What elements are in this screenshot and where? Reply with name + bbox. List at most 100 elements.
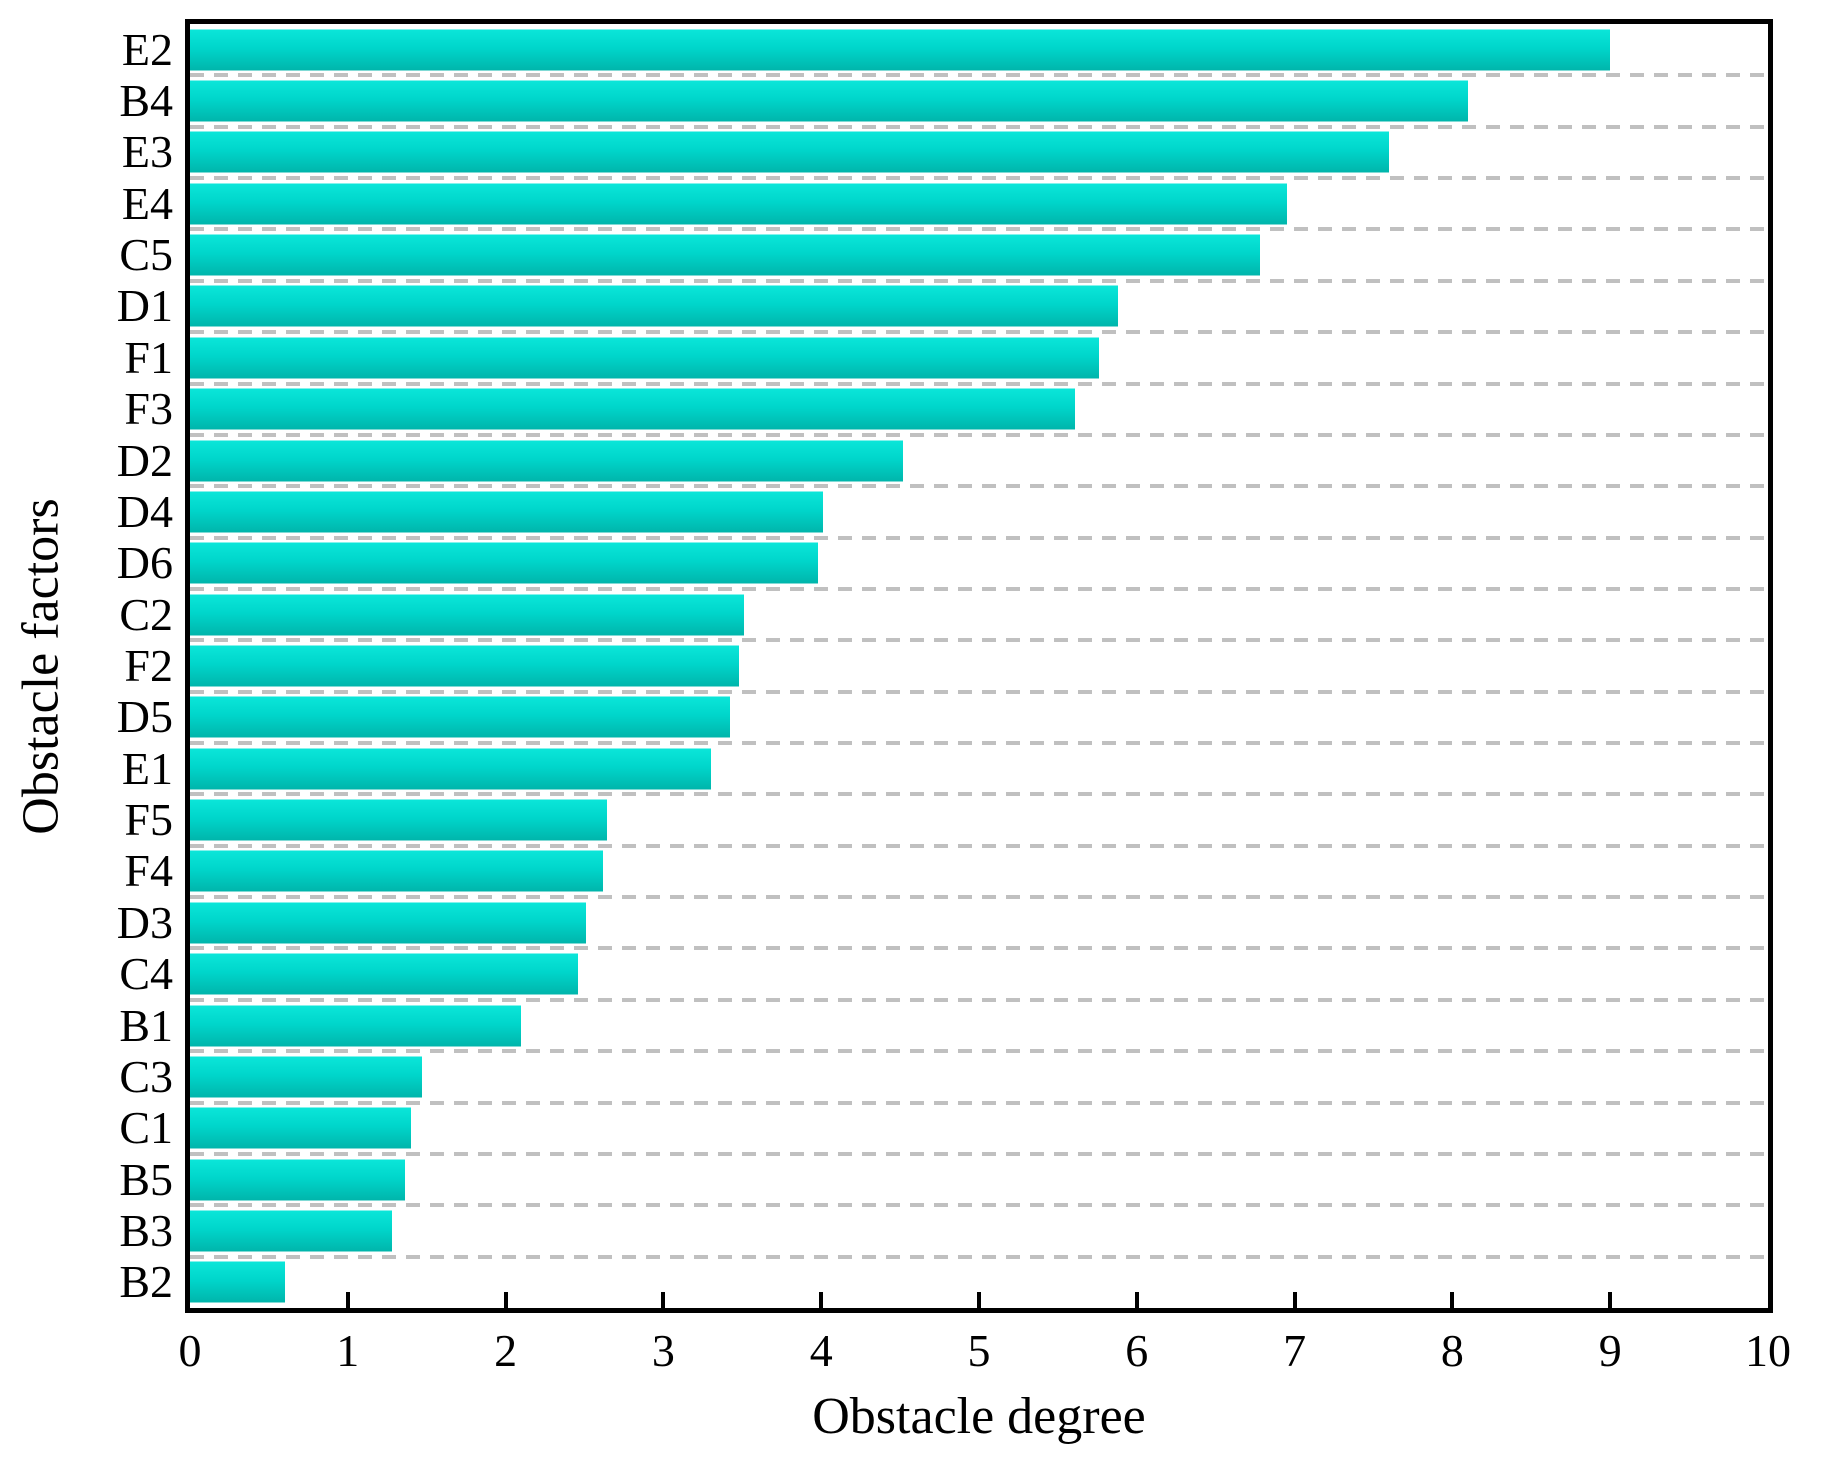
category-label-C5: C5 [119,229,173,281]
x-tick-label-1: 1 [336,1325,360,1376]
plot-area [185,19,1773,1313]
dashed-gridline [190,432,1768,437]
bar-D6 [190,542,819,584]
dashed-gridline [190,689,1768,694]
bar-E4 [190,183,1287,225]
bar-C2 [190,594,744,636]
x-tick-label-3: 3 [651,1325,675,1376]
bar-row [190,743,1768,797]
x-tick-label-9: 9 [1598,1325,1622,1376]
bar-row [190,1051,1768,1105]
bar-D5 [190,696,730,738]
category-label-E2: E2 [121,23,173,75]
category-label-C2: C2 [119,588,173,640]
bar-row [190,538,1768,591]
x-tick-label-10: 10 [1745,1325,1791,1376]
category-label-D5: D5 [116,691,173,743]
category-label-E1: E1 [121,742,173,794]
x-tick-mark-2 [503,1292,508,1308]
category-label-E3: E3 [121,126,173,178]
bar-row [190,589,1768,643]
dashed-gridline [190,843,1768,848]
dashed-gridline [190,227,1768,232]
bar-D3 [190,902,587,944]
x-tick-label-7: 7 [1283,1325,1307,1376]
bar-D1 [190,285,1118,327]
y-axis-title-wrap: Obstacle factors [0,24,82,1308]
bar-row [190,640,1768,694]
category-label-E4: E4 [121,177,173,229]
category-label-F1: F1 [124,331,173,383]
x-tick-mark-7 [1292,1292,1297,1308]
dashed-gridline [190,946,1768,951]
bar-row [190,1000,1768,1054]
category-label-F3: F3 [124,383,173,435]
bar-row [190,384,1768,437]
x-tick-mark-3 [661,1292,666,1308]
x-tick-label-0: 0 [178,1325,202,1376]
bar-C3 [190,1056,422,1098]
bar-E1 [190,748,711,790]
bar-C1 [190,1107,411,1149]
x-tick-label-8: 8 [1440,1325,1464,1376]
bar-row [190,486,1768,540]
bar-E2 [190,29,1611,71]
x-tick-labels: 0 1 2 3 4 5 6 7 8 9 10 [179,1322,1792,1380]
bar-row [190,178,1768,232]
bar-B5 [190,1159,405,1201]
bar-F4 [190,850,604,892]
bar-B4 [190,80,1469,122]
bar-F5 [190,799,607,841]
dashed-gridline [190,792,1768,797]
category-label-D4: D4 [116,485,173,537]
bar-row [190,948,1768,1002]
x-tick-mark-1 [345,1292,350,1308]
bar-row [190,281,1768,335]
x-tick-label-5: 5 [967,1325,991,1376]
dashed-gridline [190,1100,1768,1105]
dashed-gridline [190,484,1768,489]
bar-row [190,127,1768,181]
bar-row [190,1103,1768,1156]
y-axis-title: Obstacle factors [12,497,70,835]
bar-row [190,794,1768,848]
dashed-gridline [190,997,1768,1002]
bar-D2 [190,440,904,482]
dashed-gridline [190,1203,1768,1208]
x-tick-mark-4 [819,1292,824,1308]
bar-row [190,332,1768,386]
category-label-D3: D3 [116,896,173,948]
category-label-B4: B4 [119,75,173,127]
category-label-C3: C3 [119,1050,173,1102]
dashed-gridline [190,741,1768,746]
dashed-gridline [190,1151,1768,1156]
bar-F3 [190,388,1076,430]
bar-E3 [190,131,1390,173]
dashed-gridline [190,278,1768,283]
dashed-gridline [190,1049,1768,1054]
x-tick-mark-5 [977,1292,981,1308]
bar-row [190,1257,1768,1308]
category-label-D2: D2 [116,434,173,486]
bar-D4 [190,491,823,533]
bar-rows [190,24,1768,1308]
x-axis-title-wrap: Obstacle degree [190,1384,1768,1448]
bar-row [190,435,1768,489]
category-label-F4: F4 [124,845,173,897]
dashed-gridline [190,330,1768,335]
bar-B1 [190,1005,522,1046]
dashed-gridline [190,176,1768,181]
category-label-B5: B5 [119,1153,173,1205]
bar-F2 [190,645,740,687]
bar-C5 [190,234,1260,276]
dashed-gridline [190,586,1768,591]
x-tick-label-4: 4 [809,1325,833,1376]
bar-F1 [190,337,1099,379]
x-tick-mark-8 [1450,1292,1455,1308]
category-label-C1: C1 [119,1102,173,1154]
dashed-gridline [190,535,1768,540]
x-tick-mark-6 [1134,1292,1139,1308]
x-tick-label-6: 6 [1125,1325,1149,1376]
dashed-gridline [190,124,1768,129]
